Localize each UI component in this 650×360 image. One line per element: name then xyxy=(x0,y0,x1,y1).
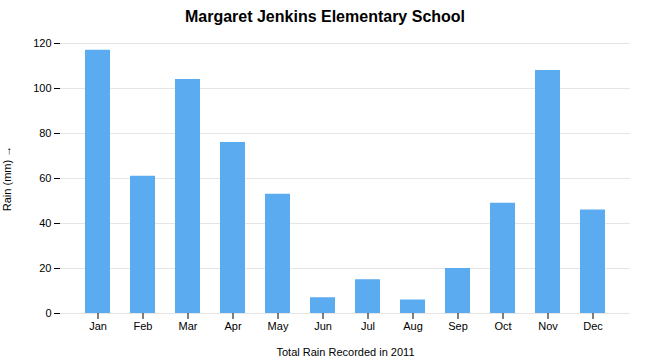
svg-text:60: 60 xyxy=(39,172,51,184)
svg-text:Apr: Apr xyxy=(224,320,241,332)
svg-text:Total Rain Recorded in 2011: Total Rain Recorded in 2011 xyxy=(277,346,415,358)
svg-text:Jun: Jun xyxy=(314,320,332,332)
svg-text:Nov: Nov xyxy=(538,320,558,332)
html-text:Margaret Jenkins Elementary Sc: Margaret Jenkins Elementary School xyxy=(184,8,465,25)
svg-text:Jan: Jan xyxy=(89,320,107,332)
svg-text:Sep: Sep xyxy=(448,320,468,332)
svg-text:120: 120 xyxy=(33,37,51,49)
svg-text:May: May xyxy=(268,320,289,332)
svg-text:Jul: Jul xyxy=(361,320,375,332)
svg-text:20: 20 xyxy=(39,262,51,274)
svg-text:Mar: Mar xyxy=(179,320,198,332)
svg-text:Dec: Dec xyxy=(583,320,603,332)
svg-text:Oct: Oct xyxy=(494,320,511,332)
svg-text:0: 0 xyxy=(45,307,51,319)
svg-text:Feb: Feb xyxy=(134,320,153,332)
svg-text:40: 40 xyxy=(39,217,51,229)
svg-text:80: 80 xyxy=(39,127,51,139)
svg-text:Aug: Aug xyxy=(403,320,423,332)
svg-text:Rain (mm) →: Rain (mm) → xyxy=(1,146,13,211)
svg-text:100: 100 xyxy=(33,82,51,94)
